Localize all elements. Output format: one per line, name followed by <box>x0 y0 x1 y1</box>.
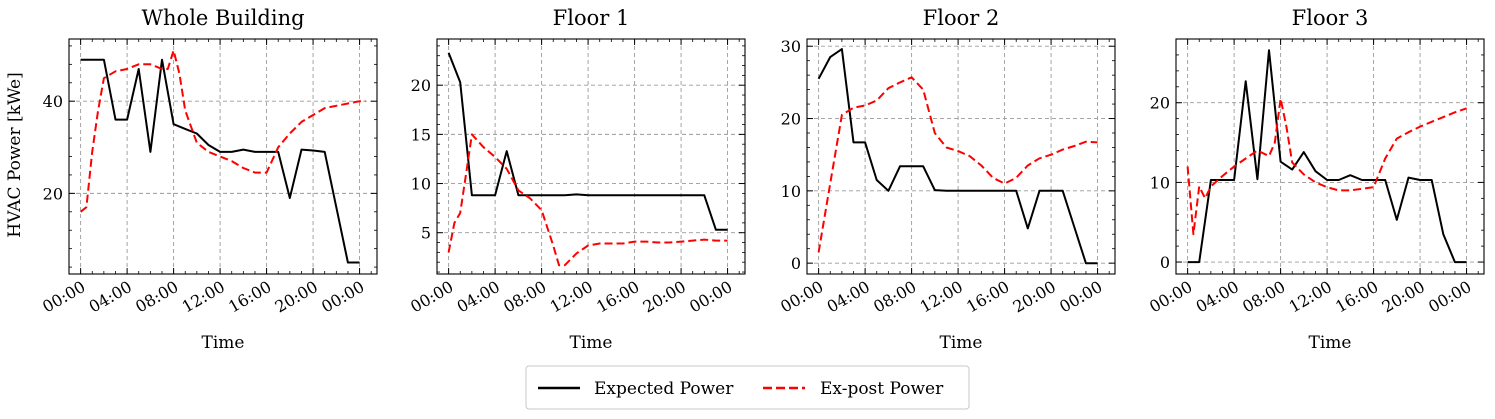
panel-title: Whole Building <box>141 6 304 30</box>
axes-frame <box>436 38 746 275</box>
x-tick-label: 20:00 <box>1010 277 1059 317</box>
expost-power-line <box>79 49 366 213</box>
x-tick-label: 16:00 <box>593 277 642 317</box>
y-tick-label: 5 <box>421 224 431 243</box>
x-tick-label: 04:00 <box>1193 277 1242 317</box>
panel-floor-2: Floor 200:0004:0008:0012:0016:0020:0000:… <box>777 6 1116 353</box>
expected-power-line <box>80 58 360 264</box>
x-tick-label: 12:00 <box>917 277 966 317</box>
y-tick-label: 20 <box>411 76 431 95</box>
x-tick-label: 08:00 <box>132 277 181 317</box>
axes-frame <box>68 38 378 275</box>
expected-power-line <box>447 52 728 231</box>
x-tick-label: 20:00 <box>640 277 689 317</box>
x-axis-label: Time <box>570 333 613 353</box>
x-tick-label: 00:00 <box>686 277 735 317</box>
x-tick-label: 08:00 <box>500 277 549 317</box>
x-tick-label: 00:00 <box>1056 277 1105 317</box>
panel-whole-building: Whole Building00:0004:0008:0012:0016:002… <box>39 6 378 353</box>
x-tick-label: 08:00 <box>1239 277 1288 317</box>
y-tick-label: 10 <box>781 182 801 201</box>
axes-frame <box>806 38 1116 275</box>
x-tick-label: 12:00 <box>1286 277 1335 317</box>
legend-expost-label: Ex-post Power <box>820 379 944 399</box>
x-axis-label: Time <box>940 333 983 353</box>
panel-title: Floor 2 <box>923 6 1000 30</box>
x-tick-label: 04:00 <box>86 277 135 317</box>
legend: Expected Power Ex-post Power <box>525 365 970 410</box>
x-tick-label: 04:00 <box>454 277 503 317</box>
x-tick-label: 16:00 <box>963 277 1012 317</box>
x-tick-label: 16:00 <box>225 277 274 317</box>
x-tick-label: 00:00 <box>318 277 367 317</box>
x-tick-label: 00:00 <box>39 277 88 317</box>
panel-floor-3: Floor 300:0004:0008:0012:0016:0020:0000:… <box>1146 6 1485 353</box>
y-tick-label: 10 <box>411 175 431 194</box>
y-axis-label: HVAC Power [kWe] <box>5 72 25 237</box>
panel-floor-1: Floor 100:0004:0008:0012:0016:0020:0000:… <box>407 6 746 353</box>
y-tick-label: 30 <box>781 37 801 56</box>
y-tick-label: 20 <box>781 110 801 129</box>
legend-frame <box>525 365 970 410</box>
x-tick-label: 00:00 <box>777 277 826 317</box>
panel-title: Floor 3 <box>1292 6 1369 30</box>
axes-frame <box>1175 38 1485 275</box>
x-tick-label: 08:00 <box>870 277 919 317</box>
x-tick-label: 04:00 <box>824 277 873 317</box>
y-tick-label: 0 <box>791 254 801 273</box>
panel-title: Floor 1 <box>553 6 630 30</box>
expected-power-line <box>1187 49 1467 264</box>
x-tick-label: 00:00 <box>1425 277 1474 317</box>
expected-power-line <box>817 48 1098 265</box>
legend-expected-label: Expected Power <box>594 379 734 399</box>
x-tick-label: 20:00 <box>1379 277 1428 317</box>
expost-power-line <box>817 76 1098 253</box>
y-tick-label: 40 <box>43 92 63 111</box>
x-tick-label: 00:00 <box>407 277 456 317</box>
x-tick-label: 16:00 <box>1332 277 1381 317</box>
y-tick-label: 0 <box>1160 253 1170 272</box>
y-tick-label: 15 <box>411 125 431 144</box>
y-tick-label: 10 <box>1150 173 1170 192</box>
y-tick-label: 20 <box>1150 94 1170 113</box>
x-axis-label: Time <box>1309 333 1352 353</box>
y-tick-label: 20 <box>43 184 63 203</box>
x-tick-label: 12:00 <box>179 277 228 317</box>
x-tick-label: 12:00 <box>547 277 596 317</box>
expost-power-line <box>1186 97 1467 236</box>
x-tick-label: 20:00 <box>272 277 321 317</box>
chart-panels: Whole Building00:0004:0008:0012:0016:002… <box>39 6 1485 353</box>
x-axis-label: Time <box>202 333 245 353</box>
x-tick-label: 00:00 <box>1146 277 1195 317</box>
